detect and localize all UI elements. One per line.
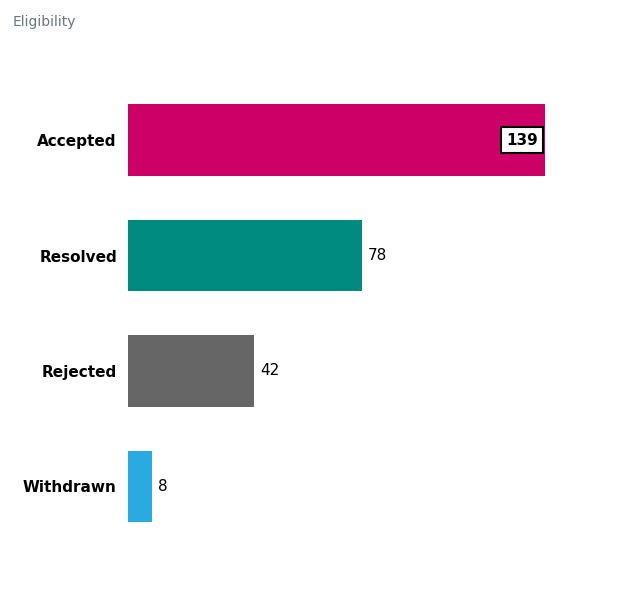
Text: 78: 78 [368,248,387,263]
Bar [128,220,362,291]
Text: 8: 8 [158,479,168,494]
Bar [128,450,152,522]
Bar [128,335,254,407]
Text: 42: 42 [260,363,279,378]
Text: 139: 139 [506,132,538,148]
Bar [128,105,545,176]
Text: Eligibility: Eligibility [13,15,76,29]
